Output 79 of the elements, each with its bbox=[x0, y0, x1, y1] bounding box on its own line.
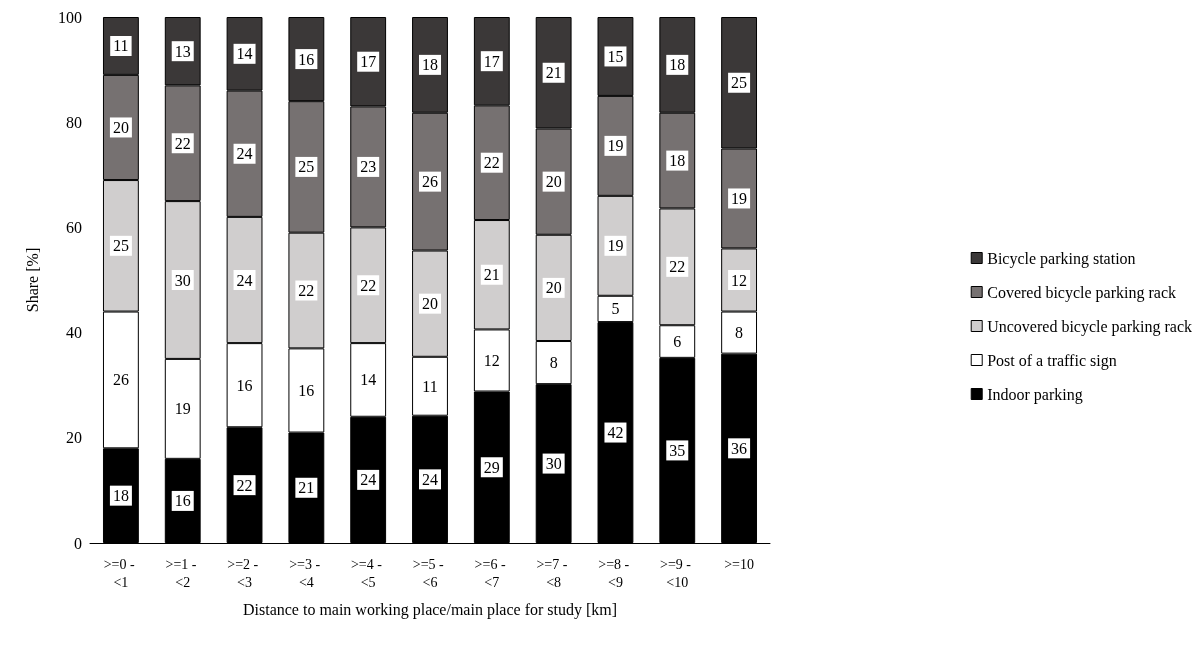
x-tick-label: >=10 bbox=[724, 556, 754, 572]
data-label: 12 bbox=[731, 271, 748, 289]
data-label: 30 bbox=[545, 455, 562, 473]
data-label: 25 bbox=[731, 74, 748, 92]
data-label: 30 bbox=[174, 271, 191, 289]
legend-label: Bicycle parking station bbox=[987, 249, 1136, 268]
data-label: 14 bbox=[360, 371, 377, 389]
data-label: 42 bbox=[607, 424, 624, 442]
data-label: 17 bbox=[360, 53, 377, 71]
x-tick-label: >=2 - <3 bbox=[227, 556, 262, 590]
data-label: 22 bbox=[174, 134, 191, 152]
data-label: 18 bbox=[669, 152, 686, 170]
data-label: 11 bbox=[422, 377, 438, 395]
y-tick-label: 60 bbox=[66, 218, 82, 236]
x-tick-label: >=8 - <9 bbox=[598, 556, 633, 590]
data-label: 21 bbox=[483, 266, 500, 284]
data-label: 16 bbox=[298, 50, 315, 68]
data-label: 36 bbox=[731, 439, 748, 457]
y-tick-label: 0 bbox=[74, 534, 82, 552]
data-label: 16 bbox=[174, 492, 191, 510]
data-label: 20 bbox=[545, 173, 562, 191]
data-label: 29 bbox=[483, 458, 500, 476]
data-label: 16 bbox=[236, 376, 253, 394]
data-label: 25 bbox=[298, 158, 315, 176]
data-label: 22 bbox=[669, 258, 686, 276]
y-axis-title: Share [%] bbox=[23, 247, 41, 313]
data-label: 20 bbox=[545, 279, 562, 297]
data-label: 19 bbox=[174, 400, 191, 418]
legend-label: Uncovered bicycle parking rack bbox=[987, 317, 1193, 336]
y-tick-label: 40 bbox=[66, 324, 82, 342]
data-label: 35 bbox=[669, 441, 686, 459]
data-label: 19 bbox=[607, 237, 624, 255]
legend-label: Post of a traffic sign bbox=[987, 351, 1117, 370]
data-label: 25 bbox=[112, 237, 129, 255]
data-label: 11 bbox=[113, 37, 129, 55]
y-tick-label: 80 bbox=[66, 113, 82, 131]
data-label: 6 bbox=[673, 333, 682, 351]
data-label: 22 bbox=[360, 276, 377, 294]
x-tick-label: >=0 - <1 bbox=[103, 556, 139, 590]
x-tick-label: >=7 - <8 bbox=[536, 556, 571, 590]
data-label: 8 bbox=[735, 324, 744, 342]
x-tick-label: >=4 - <5 bbox=[350, 556, 386, 590]
data-label: 8 bbox=[549, 354, 558, 372]
data-label: 20 bbox=[112, 118, 129, 136]
x-tick-label: >=6 - <7 bbox=[474, 556, 510, 590]
x-axis-title: Distance to main working place/main place for study [km] bbox=[242, 600, 618, 619]
data-label: 26 bbox=[422, 173, 438, 191]
data-label: 22 bbox=[236, 476, 253, 494]
data-label: 12 bbox=[483, 351, 500, 369]
y-tick-label: 100 bbox=[58, 8, 82, 26]
x-tick-label: >=1 - <2 bbox=[165, 556, 200, 590]
data-label: 22 bbox=[483, 154, 500, 172]
data-label: 21 bbox=[545, 64, 562, 82]
data-label: 15 bbox=[607, 47, 624, 65]
data-label: 13 bbox=[174, 42, 191, 60]
data-label: 18 bbox=[112, 487, 129, 505]
data-label: 26 bbox=[112, 371, 129, 389]
data-label: 24 bbox=[236, 145, 253, 163]
data-label: 18 bbox=[669, 56, 686, 74]
data-label: 21 bbox=[298, 479, 315, 497]
data-label: 18 bbox=[422, 56, 438, 74]
y-tick-label: 20 bbox=[66, 429, 82, 447]
data-label: 24 bbox=[360, 471, 377, 489]
data-label: 5 bbox=[611, 300, 620, 318]
x-tick-label: >=3 - <4 bbox=[289, 556, 324, 590]
data-label: 22 bbox=[298, 282, 315, 300]
data-label: 24 bbox=[422, 470, 438, 488]
data-label: 19 bbox=[731, 189, 748, 207]
legend-label: Indoor parking bbox=[987, 385, 1083, 404]
legend-label: Covered bicycle parking rack bbox=[987, 283, 1177, 302]
data-label: 14 bbox=[236, 45, 253, 63]
data-label: 23 bbox=[360, 158, 377, 176]
x-tick-label: >=9 - <10 bbox=[660, 556, 695, 590]
x-tick-label: >=5 - <6 bbox=[412, 556, 448, 590]
data-label: 20 bbox=[422, 295, 438, 313]
data-label: 17 bbox=[483, 52, 500, 70]
data-label: 16 bbox=[298, 381, 315, 399]
data-label: 24 bbox=[236, 271, 253, 289]
data-label: 19 bbox=[607, 137, 624, 155]
